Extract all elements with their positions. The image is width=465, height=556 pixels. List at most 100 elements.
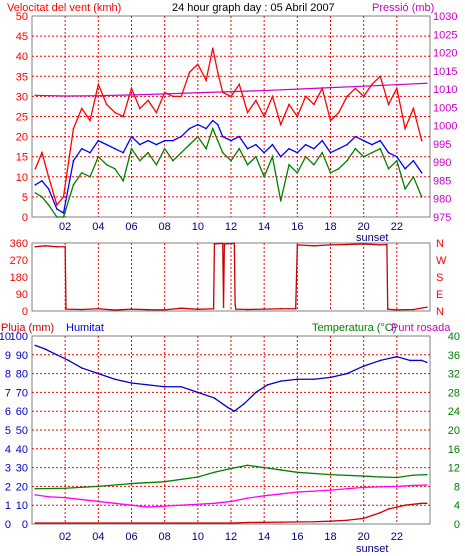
x-tick-label-bottom-22: 22	[391, 531, 403, 543]
temp-tick-label-36: 36	[448, 350, 460, 362]
point-pressure-11	[396, 83, 398, 86]
point-average-6	[80, 171, 83, 174]
temp-tick-label-24: 24	[448, 406, 460, 418]
x-tick-label-bottom-12: 12	[225, 531, 237, 543]
point-average-35	[313, 163, 315, 166]
point-humidity-0-21	[329, 376, 332, 379]
point-gust-29	[263, 115, 265, 118]
x-tick-label-bottom-10: 10	[192, 531, 204, 543]
point-temperature-2-1	[47, 495, 50, 498]
point-pressure-5	[197, 91, 199, 94]
temp-tick-label-16: 16	[448, 444, 460, 456]
point-trend-11	[122, 151, 125, 154]
point-gust-12	[130, 87, 133, 90]
point-trend-34	[304, 143, 307, 146]
point-trend-15	[155, 143, 158, 146]
point-humidity-0-19	[296, 378, 299, 381]
direction-point-24	[294, 307, 297, 310]
series-line-trend	[34, 119, 423, 215]
series-line-rain-3	[35, 502, 427, 524]
humidity-tick-label-30: 30	[16, 463, 28, 475]
point-gust-19	[188, 71, 191, 74]
rain-tick-label-2: 2	[5, 481, 11, 493]
point-trend-6	[80, 147, 83, 150]
point-humidity-0-28	[425, 361, 428, 364]
point-average-9	[105, 163, 108, 166]
x-tick-label-bottom-02: 02	[59, 531, 71, 543]
point-humidity-0-15	[243, 402, 246, 405]
point-temperature-2-0	[34, 494, 37, 496]
x-tick-label-bottom-08: 08	[159, 531, 171, 543]
point-average-21	[205, 147, 207, 150]
pressure-tick-label-980: 980	[433, 194, 451, 206]
point-pressure-8	[296, 88, 299, 90]
point-humidity-0-0	[34, 344, 37, 347]
point-trend-27	[246, 147, 249, 150]
point-average-30	[271, 155, 274, 158]
direction-point-13	[212, 307, 215, 310]
point-trend-12	[130, 135, 133, 138]
point-humidity-0-12	[213, 397, 216, 399]
point-gust-47	[412, 107, 415, 110]
point-temperature-2-7	[147, 506, 149, 508]
x-tick-label-bottom-14: 14	[258, 531, 270, 543]
point-rain-3-8	[371, 514, 373, 517]
point-humidity-0-20	[313, 378, 315, 381]
wind-speed-axis-title: Velocitat del vent (kmh)	[7, 2, 121, 14]
humidity-tick-label-60: 60	[16, 406, 28, 418]
rain-tick-label-4: 4	[5, 444, 11, 456]
point-temperature-2-22	[396, 485, 398, 488]
point-average-42	[371, 151, 373, 154]
point-trend-9	[105, 143, 108, 146]
point-pressure-9	[329, 86, 332, 89]
x-tick-label-bottom-04: 04	[92, 531, 104, 543]
direction-point-20	[235, 308, 237, 310]
direction-point-34	[412, 308, 415, 311]
compass-label-0: N	[436, 238, 444, 250]
point-temperature-1-16	[412, 474, 415, 476]
chart-title: 24 hour graph day : 05 Abril 2007	[172, 2, 335, 14]
point-humidity-0-7	[130, 382, 133, 384]
direction-point-17	[223, 243, 226, 245]
wind-tick-label-25: 25	[16, 112, 28, 124]
point-average-38	[337, 167, 340, 170]
point-trend-5	[72, 159, 75, 162]
point-temperature-1-0	[34, 487, 37, 490]
point-gust-34	[304, 95, 307, 98]
point-gust-27	[246, 111, 249, 114]
point-trend-8	[97, 139, 100, 142]
point-humidity-0-4	[80, 367, 83, 369]
direction-point-19	[234, 304, 236, 307]
pressure-tick-label-1005: 1005	[433, 102, 457, 114]
series-line-temperature-1	[35, 464, 427, 490]
pressure-tick-label-1025: 1025	[433, 29, 457, 41]
point-temperature-1-7	[230, 467, 232, 470]
point-pressure-1	[64, 95, 66, 97]
wind-tick-label-50: 50	[16, 11, 28, 23]
point-temperature-2-18	[329, 489, 332, 491]
x-tick-label-top-12: 12	[225, 221, 237, 233]
pressure-tick-label-975: 975	[433, 212, 451, 224]
point-gust-10	[114, 111, 116, 114]
point-trend-0	[34, 184, 37, 186]
point-rain-3-5	[329, 520, 332, 522]
rain-tick-label-5: 5	[5, 425, 11, 437]
wind-tick-label-10: 10	[16, 172, 28, 184]
sunset-label-top: sunset	[356, 232, 388, 244]
point-average-41	[362, 155, 365, 158]
temp-tick-label-12: 12	[448, 463, 460, 475]
humidity-tick-label-100: 100	[10, 331, 28, 343]
point-humidity-0-22	[346, 372, 348, 375]
temp-tick-label-32: 32	[448, 369, 460, 381]
point-temperature-2-24	[425, 484, 428, 486]
point-average-34	[304, 155, 307, 158]
direction-point-9	[147, 308, 149, 311]
x-tick-label-bottom-20: 20	[358, 531, 370, 543]
point-gust-32	[288, 103, 290, 106]
rain-tick-label-6: 6	[5, 406, 11, 418]
point-rain-3-13	[412, 503, 415, 506]
point-humidity-0-9	[163, 385, 166, 388]
point-temperature-2-9	[180, 504, 183, 507]
point-trend-14	[147, 139, 149, 142]
point-rain-3-11	[396, 506, 398, 508]
